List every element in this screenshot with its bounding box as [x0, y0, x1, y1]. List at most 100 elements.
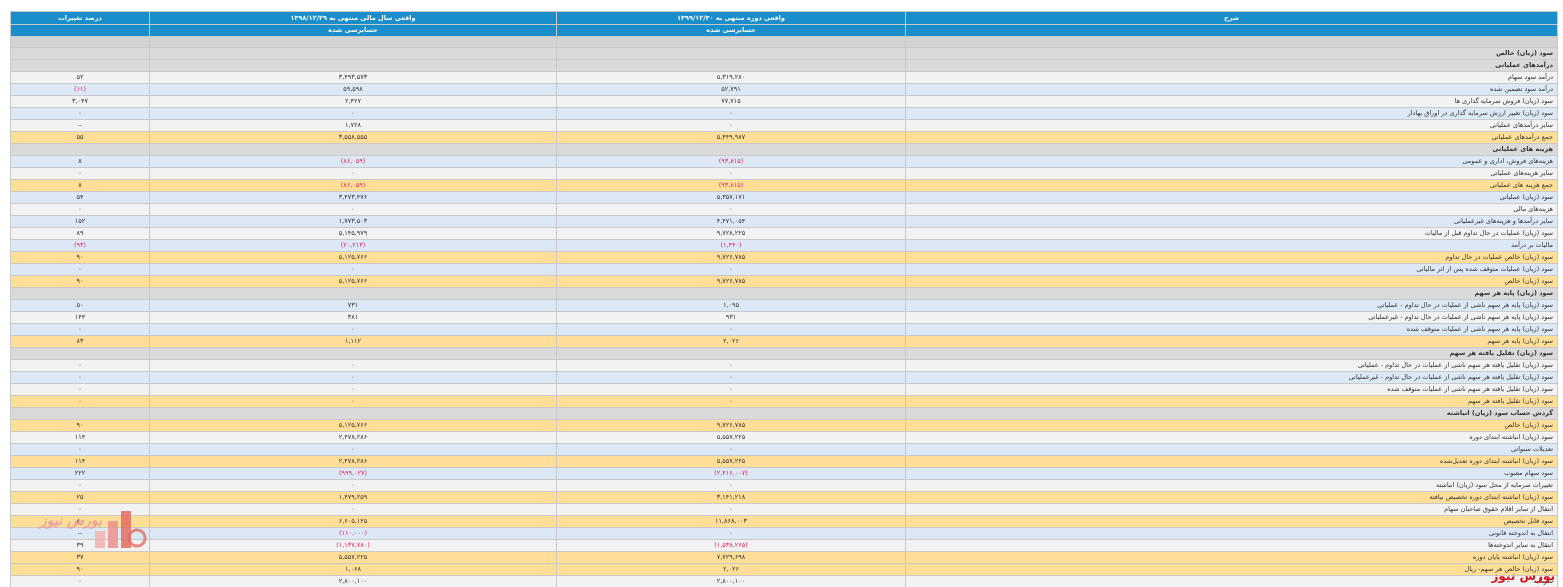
current-period-value: ۵,۵۵۷,۲۲۵	[556, 455, 906, 468]
current-period-value	[556, 143, 906, 156]
row-description: سود (زیان) خالص عملیات در حال تداوم	[905, 251, 1558, 264]
previous-year-value: ۳,۴۷۳,۴۷۶	[149, 191, 557, 204]
total-row: سود (زیان) خالص ۹,۷۲۶,۷۸۵ ۵,۱۲۵,۷۶۶ ۹۰	[10, 275, 1558, 288]
previous-year-value: ۵,۱۲۵,۷۶۶	[149, 275, 557, 288]
table-row: سود (زیان) عملیات متوقف شده پس از اثر ما…	[10, 263, 1558, 276]
row-description: انتقال از سایر اقلام حقوق صاحبان سهام	[905, 503, 1558, 516]
current-period-value: ۰	[556, 167, 906, 180]
row-description: سود (زیان) تقلیل یافته هر سهم ناشی از عم…	[905, 383, 1558, 396]
row-description: سود (زیان) پایه هر سهم	[905, 335, 1558, 348]
previous-year-value: ۰	[149, 443, 557, 456]
section-header-row: سود (زیان) خالص	[10, 47, 1558, 60]
row-description: انتقال به اندوخته قانونی	[905, 527, 1558, 540]
row-description: گردش حساب سود (زیان) انباشته	[905, 407, 1558, 420]
previous-year-value: ۰	[149, 323, 557, 336]
row-description: هزینه‌های مالی	[905, 203, 1558, 216]
previous-year-value	[149, 59, 557, 72]
row-description: جمع هزینه های عملیاتی	[905, 179, 1558, 192]
section-header-row: سود (زیان) پایه هر سهم	[10, 287, 1558, 300]
row-description: سود (زیان) عملیاتی	[905, 191, 1558, 204]
change-percent: ۹۰	[10, 275, 150, 288]
change-percent: ۰	[10, 203, 150, 216]
previous-year-value: ۰	[149, 107, 557, 120]
table-row: سود (زیان) تقلیل یافته هر سهم ناشی از عم…	[10, 383, 1558, 396]
previous-year-value: ۰	[149, 371, 557, 384]
previous-year-value: ۰	[149, 263, 557, 276]
previous-year-value	[149, 143, 557, 156]
current-period-value: ۰	[556, 359, 906, 372]
change-percent: ۰	[10, 359, 150, 372]
change-percent: ۸	[10, 155, 150, 168]
total-row: سود (زیان) پایه هر سهم ۲,۰۲۶ ۱,۱۱۲ ۸۳	[10, 335, 1558, 348]
current-period-value: ۹۳۱	[556, 311, 906, 324]
table-row: درآمد سود تضمین شده ۵۲,۷۹۱ ۵۹,۵۹۸ (۱۱)	[10, 83, 1558, 96]
change-percent: ۱۵۲	[10, 215, 150, 228]
section-header-row: درآمدهای عملیاتی	[10, 59, 1558, 72]
table-row: سرمایه ۲,۸۰۰,۱۰۰ ۲,۸۰۰,۱۰۰ ۰	[10, 575, 1558, 587]
row-description: سود (زیان) پایه هر سهم ناشی از عملیات در…	[905, 311, 1558, 324]
row-description: سود (زیان) خالص	[905, 47, 1558, 60]
current-period-value: ۰	[556, 527, 906, 540]
table-row: درآمد سود سهام ۵,۳۱۹,۲۸۰ ۳,۴۹۳,۵۷۳ ۵۲	[10, 71, 1558, 84]
current-period-value: ۱,۰۹۵	[556, 299, 906, 312]
row-description: سود (زیان) انباشته ابتدای دوره تعدیل‌شده	[905, 455, 1558, 468]
income-statement-table: شرح واقعی دوره منتهی به ۱۳۹۹/۱۲/۳۰ واقعی…	[10, 11, 1558, 587]
total-row: سود (زیان) خالص عملیات در حال تداوم ۹,۷۲۶…	[10, 251, 1558, 264]
current-period-value: ۱۱,۸۶۸,۰۰۳	[556, 515, 906, 528]
previous-year-value: (۱۱۰,۰۰۰)	[149, 527, 557, 540]
change-percent	[10, 143, 150, 156]
row-description: سود (زیان) انباشته ابتدای دوره تخصیص نیا…	[905, 491, 1558, 504]
table-row: سود (زیان) عملیاتی ۵,۳۵۷,۱۷۱ ۳,۴۷۳,۴۷۶ ۵۴	[10, 191, 1558, 204]
table-row: هزینه‌های مالی ۰ ۰ ۰	[10, 203, 1558, 216]
row-description: درآمد سود تضمین شده	[905, 83, 1558, 96]
table-row: سود سهام مصوب (۲,۴۱۶,۰۰۷) (۹۹۹,۰۲۷) ۲۲۲	[10, 467, 1558, 480]
table-row: سود (زیان) پایه هر سهم ناشی از عملیات در…	[10, 299, 1558, 312]
previous-year-value: ۱,۰۶۸	[149, 563, 557, 576]
change-percent: --	[10, 119, 150, 132]
current-period-value: ۰	[556, 119, 906, 132]
current-period-value: ۳,۱۴۱,۲۱۸	[556, 491, 906, 504]
previous-year-value	[149, 347, 557, 360]
row-description: سود (زیان) انباشته ابتدای دوره	[905, 431, 1558, 444]
table-row: سایر هزینه‌های عملیاتی ۰ ۰ ۰	[10, 167, 1558, 180]
change-percent: ۰	[10, 323, 150, 336]
previous-year-value: ۳,۴۹۳,۵۷۳	[149, 71, 557, 84]
change-percent: ۹۰	[10, 563, 150, 576]
current-period-value: ۰	[556, 503, 906, 516]
table-subheader-row: حسابرسی شده حسابرسی شده	[10, 24, 1558, 37]
current-period-value: ۹,۷۲۶,۷۸۵	[556, 251, 906, 264]
row-description: تعدیلات سنواتی	[905, 443, 1558, 456]
row-description: درآمد سود سهام	[905, 71, 1558, 84]
total-row: سود (زیان) خالص هر سهم- ریال ۲,۰۲۶ ۱,۰۶۸ ۹۰	[10, 563, 1558, 576]
previous-year-value: ۳۸۱	[149, 311, 557, 324]
current-period-value: ۹,۷۲۸,۲۲۵	[556, 227, 906, 240]
table-row: سود (زیان) پایه هر سهم ناشی از عملیات در…	[10, 311, 1558, 324]
change-percent: ۸۳	[10, 335, 150, 348]
current-period-value: ۲,۸۰۰,۱۰۰	[556, 575, 906, 587]
current-period-value: ۹,۷۲۶,۷۸۵	[556, 275, 906, 288]
current-period-value: ۰	[556, 479, 906, 492]
change-percent: ۲۲۲	[10, 467, 150, 480]
current-period-value: ۰	[556, 203, 906, 216]
change-percent: ۳,۰۴۷	[10, 95, 150, 108]
previous-year-value: ۰	[149, 203, 557, 216]
row-description: سود (زیان) پایه هر سهم ناشی از عملیات مت…	[905, 323, 1558, 336]
previous-year-value: ۲,۴۷۸,۲۸۶	[149, 455, 557, 468]
total-row: سود (زیان) تقلیل یافته هر سهم ۰ ۰ ۰	[10, 395, 1558, 408]
header-description: شرح	[905, 11, 1558, 25]
current-period-value: ۰	[556, 395, 906, 408]
previous-year-value: ۱,۷۷۳,۵۰۳	[149, 215, 557, 228]
watermark: بورس نیوز	[1491, 569, 1555, 583]
previous-year-value	[149, 287, 557, 300]
current-period-value	[556, 347, 906, 360]
table-row: سود (زیان) تقلیل یافته هر سهم ناشی از عم…	[10, 371, 1558, 384]
current-period-value	[556, 47, 906, 60]
current-period-value: ۷۷,۷۱۵	[556, 95, 906, 108]
row-description: سود (زیان) خالص	[905, 419, 1558, 432]
previous-year-value: ۰	[149, 359, 557, 372]
row-description: سود سهام مصوب	[905, 467, 1558, 480]
change-percent: (۹۳)	[10, 239, 150, 252]
table-header-row: شرح واقعی دوره منتهی به ۱۳۹۹/۱۲/۳۰ واقعی…	[10, 11, 1558, 25]
current-period-value: ۵,۳۵۷,۱۷۱	[556, 191, 906, 204]
total-row: سود (زیان) انباشته ابتدای دوره تعدیل‌شده…	[10, 455, 1558, 468]
